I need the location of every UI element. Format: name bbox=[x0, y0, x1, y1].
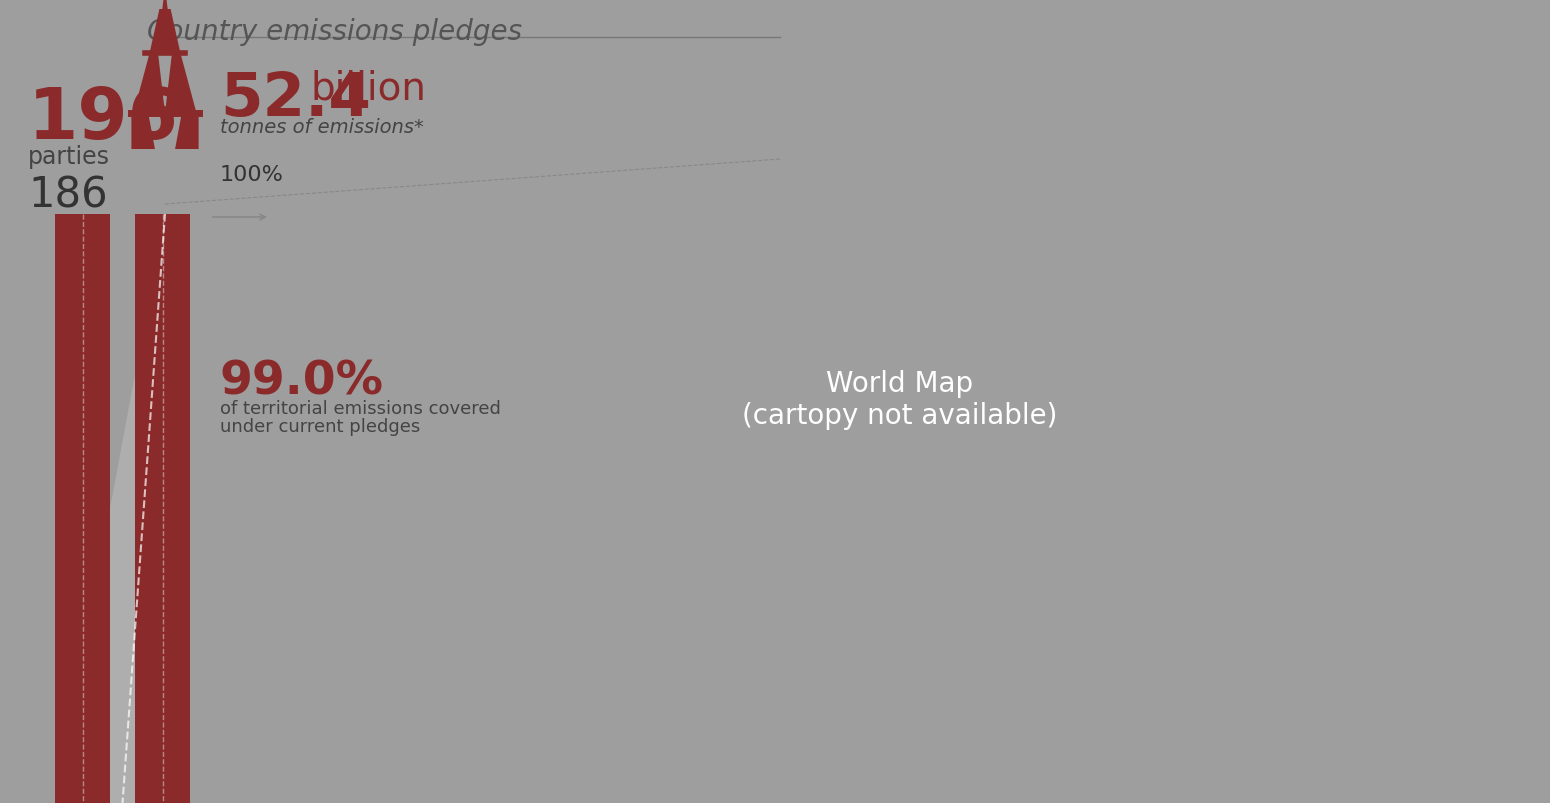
Polygon shape bbox=[163, 0, 167, 10]
Polygon shape bbox=[164, 54, 197, 114]
Text: 52.4: 52.4 bbox=[220, 70, 370, 128]
Polygon shape bbox=[150, 10, 180, 54]
Text: World Map
(cartopy not available): World Map (cartopy not available) bbox=[742, 369, 1057, 430]
FancyBboxPatch shape bbox=[135, 214, 191, 803]
Text: tonnes of emissions*: tonnes of emissions* bbox=[220, 118, 423, 137]
Polygon shape bbox=[175, 114, 198, 150]
Text: under current pledges: under current pledges bbox=[220, 418, 420, 435]
Text: 100%: 100% bbox=[220, 165, 284, 185]
Text: of territorial emissions covered: of territorial emissions covered bbox=[220, 400, 501, 418]
Text: billion: billion bbox=[310, 70, 426, 108]
Text: parties: parties bbox=[28, 145, 110, 169]
Polygon shape bbox=[54, 214, 191, 803]
Text: Country emissions pledges: Country emissions pledges bbox=[147, 18, 522, 46]
Polygon shape bbox=[133, 54, 164, 114]
Polygon shape bbox=[132, 114, 155, 150]
Text: 186: 186 bbox=[28, 175, 107, 217]
Text: 99.0%: 99.0% bbox=[220, 360, 384, 405]
Text: 196: 196 bbox=[28, 85, 178, 154]
FancyBboxPatch shape bbox=[54, 214, 110, 803]
FancyBboxPatch shape bbox=[319, 0, 1550, 803]
